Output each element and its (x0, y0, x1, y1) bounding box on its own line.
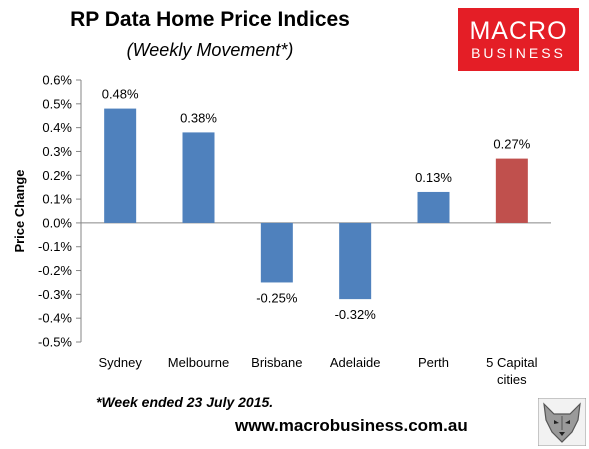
logo-text-business: BUSINESS (471, 44, 566, 61)
footnote: *Week ended 23 July 2015. (96, 394, 274, 410)
x-category-label: Brisbane (251, 355, 302, 370)
y-tick-label: -0.3% (38, 287, 72, 302)
x-category-label: Adelaide (330, 355, 381, 370)
website-link[interactable]: www.macrobusiness.com.au (235, 416, 468, 435)
macrobusiness-logo[interactable]: MACRO BUSINESS (458, 8, 579, 71)
x-category-label: 5 Capital (486, 355, 537, 370)
y-tick-label: -0.1% (38, 239, 72, 254)
wolf-icon (538, 398, 586, 446)
x-category-label: Perth (418, 355, 449, 370)
data-label: 0.13% (415, 170, 452, 185)
y-tick-label: 0.1% (42, 192, 72, 207)
y-tick-label: 0.3% (42, 144, 72, 159)
y-tick-label: -0.4% (38, 311, 72, 326)
data-label: -0.32% (335, 307, 377, 322)
bar-5-capital-cities (495, 158, 528, 223)
y-tick-label: 0.0% (42, 215, 72, 230)
y-tick-label: -0.2% (38, 263, 72, 278)
bar-brisbane (260, 222, 293, 283)
x-category-label: cities (497, 372, 527, 387)
bar-melbourne (182, 132, 215, 223)
x-category-label: Melbourne (168, 355, 229, 370)
y-tick-label: 0.6% (42, 73, 72, 88)
bar-sydney (104, 108, 137, 223)
logo-text-macro: MACRO (469, 16, 568, 45)
y-tick-label: 0.2% (42, 168, 72, 183)
bar-perth (417, 191, 450, 223)
y-tick-label: 0.5% (42, 96, 72, 111)
data-label: -0.25% (256, 290, 298, 305)
data-label: 0.27% (493, 137, 530, 152)
bar-adelaide (339, 222, 372, 300)
chart-subtitle: (Weekly Movement*) (126, 40, 294, 60)
y-tick-label: -0.5% (38, 335, 72, 350)
data-label: 0.48% (102, 87, 139, 102)
data-label: 0.38% (180, 110, 217, 125)
y-tick-label: 0.4% (42, 120, 72, 135)
x-category-label: Sydney (98, 355, 142, 370)
chart-title: RP Data Home Price Indices (70, 8, 350, 31)
y-axis-title: Price Change (12, 169, 27, 252)
